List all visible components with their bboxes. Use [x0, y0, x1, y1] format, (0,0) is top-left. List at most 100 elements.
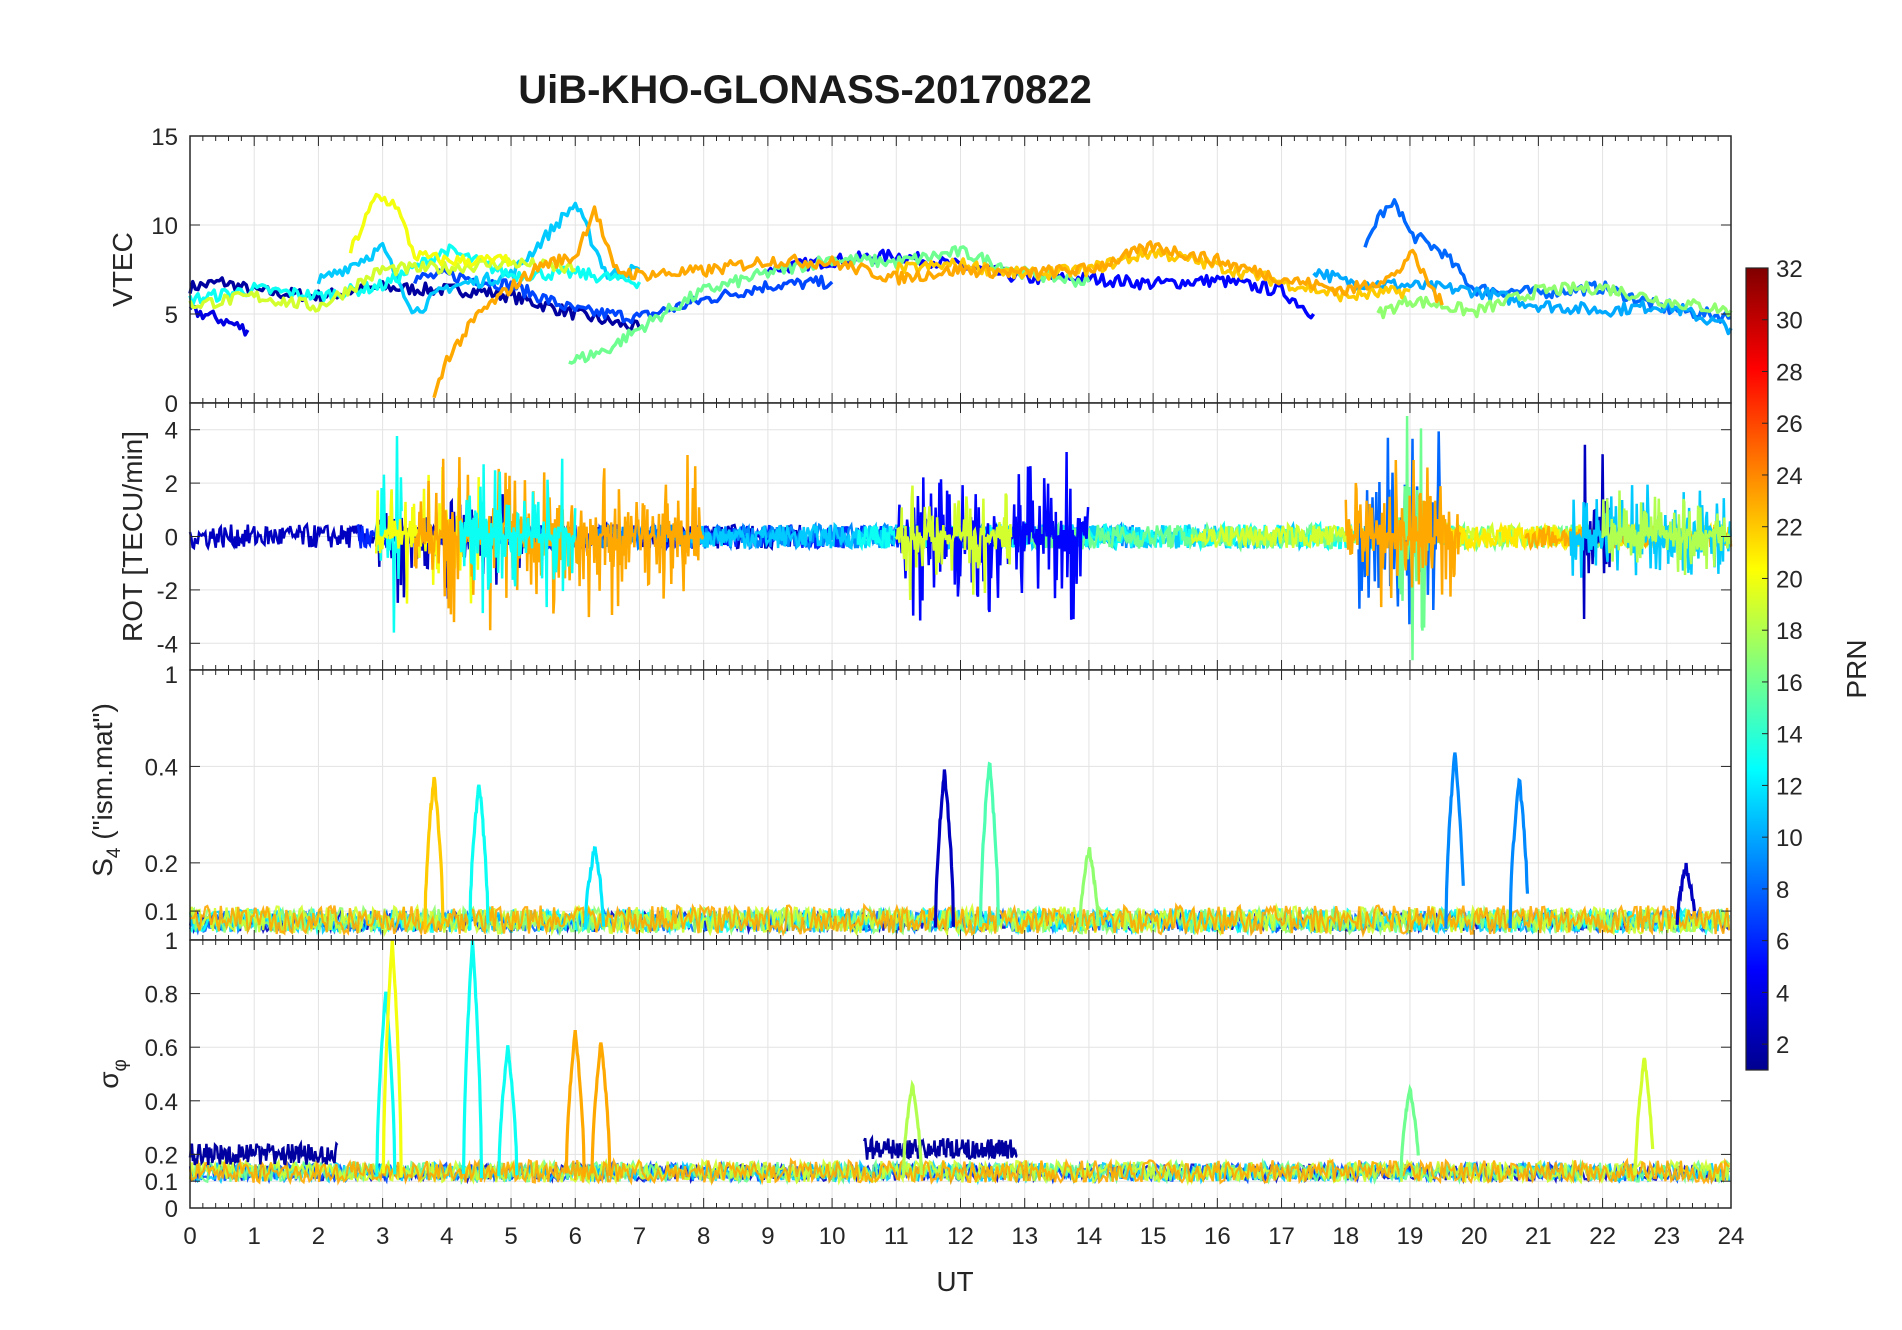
y-tick-label: 0.4 — [145, 1089, 178, 1116]
peak-prn-3 — [1675, 862, 1696, 925]
y-tick-label: 0 — [165, 1196, 178, 1223]
vtec-line-prn-19 — [188, 257, 577, 313]
peak-prn-9 — [1508, 777, 1530, 929]
peak-prn-19 — [1633, 1057, 1655, 1176]
sigma-band-prn-2 — [188, 1139, 339, 1167]
x-tick-label: 9 — [761, 1223, 774, 1250]
sigma-band-prn-2b — [863, 1134, 1018, 1161]
base-line-prn-23 — [188, 1157, 1730, 1186]
y-tick-label-top: 1 — [165, 662, 178, 689]
x-tick-label: 6 — [569, 1223, 582, 1250]
peak-prn-16 — [1399, 1083, 1420, 1178]
y-axis-label: VTEC — [107, 232, 138, 307]
colorbar-frame — [1745, 267, 1769, 1071]
vtec-line-prn-23 — [432, 205, 1444, 399]
colorbar-label: PRN — [1841, 639, 1872, 698]
vtec-line-prn-20 — [348, 192, 513, 268]
x-tick-label: 20 — [1461, 1223, 1488, 1250]
peak-prn-18 — [901, 1079, 923, 1178]
x-tick-label: 8 — [697, 1223, 710, 1250]
y-tick-label: 1 — [165, 928, 178, 955]
x-tick-label: 23 — [1653, 1223, 1680, 1250]
x-tick-label: 11 — [884, 1223, 909, 1250]
chart-title: UiB-KHO-GLONASS-20170822 — [518, 68, 1092, 112]
rot-burst-prn-23 — [1344, 459, 1462, 608]
peak-prn-9 — [1444, 752, 1465, 929]
y-tick-label: 0.1 — [145, 1169, 178, 1196]
x-tick-label: 17 — [1268, 1223, 1295, 1250]
peak-prn-13 — [497, 1045, 519, 1177]
x-tick-label: 22 — [1589, 1223, 1616, 1250]
colorbar-tick-label: 30 — [1776, 308, 1803, 335]
y-tick-label: -2 — [157, 578, 178, 605]
panel-3: 0.1 0.2 0.4 1 S4 ("ism.mat") — [87, 662, 1732, 941]
y-tick-label: 0 — [165, 391, 178, 418]
x-tick-label: 10 — [819, 1223, 846, 1250]
y-axis-label: σφ — [93, 1059, 131, 1089]
colorbar-gradient — [1746, 268, 1768, 1070]
x-tick-label: 7 — [633, 1223, 646, 1250]
rot-burst-prn-13 — [458, 458, 577, 614]
colorbar-tick-label: 24 — [1776, 463, 1803, 490]
y-tick-label: 10 — [151, 213, 178, 240]
y-tick-label: 0.8 — [145, 982, 178, 1009]
data-lines — [188, 939, 1731, 1187]
x-tick-label: 4 — [440, 1223, 453, 1250]
base-line-prn-23 — [189, 902, 1731, 938]
y-tick-label: 4 — [165, 418, 178, 445]
base-line-prn-11 — [189, 1159, 1731, 1186]
peak-prn-15 — [978, 761, 1000, 927]
colorbar-tick-label: 12 — [1776, 773, 1803, 800]
data-lines — [188, 752, 1731, 938]
peak-prn-12 — [583, 846, 606, 930]
colorbar-tick-label: 14 — [1776, 722, 1803, 749]
rot-burst-prn-19 — [895, 485, 1013, 601]
panel-2: -4 -2 0 2 4 ROT [TECU/min] — [117, 402, 1733, 671]
colorbar-tick-label: 32 — [1776, 256, 1803, 283]
x-axis-label: UT — [936, 1266, 973, 1297]
y-tick-label: 0.2 — [145, 851, 178, 878]
x-tick-label: 0 — [183, 1223, 196, 1250]
y-tick-label: 15 — [151, 124, 178, 151]
vtec-line-prn-11 — [316, 201, 641, 315]
y-tick-label: -4 — [157, 631, 178, 658]
x-tick-label: 19 — [1397, 1223, 1424, 1250]
colorbar-tick-label: 8 — [1776, 877, 1789, 904]
peak-prn-22 — [423, 776, 445, 930]
vtec-line-prn-10 — [1312, 268, 1733, 336]
data-lines — [188, 192, 1733, 399]
rot-burst-prn-5 — [895, 451, 1090, 621]
x-tick-label: 3 — [376, 1223, 389, 1250]
x-tick-label: 24 — [1718, 1223, 1745, 1250]
colorbar-tick-label: 20 — [1776, 566, 1803, 593]
rot-burst-prn-18 — [1601, 490, 1732, 576]
y-axis-label: S4 ("ism.mat") — [87, 703, 125, 877]
y-tick-label: 0.4 — [145, 754, 178, 781]
peak-prn-13 — [375, 991, 397, 1177]
x-tick-label: 21 — [1525, 1223, 1552, 1250]
y-tick-label: 5 — [165, 302, 178, 329]
peak-prn-23 — [590, 1042, 612, 1176]
colorbar-tick-label: 26 — [1776, 411, 1803, 438]
panel-1: 0 5 10 15 VTEC — [107, 124, 1733, 418]
peak-prn-3 — [933, 769, 955, 928]
vtec-line-prn-17 — [1376, 280, 1733, 320]
colorbar-tick-label: 2 — [1776, 1032, 1789, 1059]
x-tick-label: 16 — [1204, 1223, 1231, 1250]
colorbar-tick-label: 16 — [1776, 670, 1803, 697]
peak-prn-13 — [468, 784, 490, 930]
x-tick-label: 12 — [947, 1223, 974, 1250]
colorbar-tick-label: 10 — [1776, 825, 1803, 852]
x-tick-label: 18 — [1332, 1223, 1359, 1250]
x-tick-label: 15 — [1140, 1223, 1167, 1250]
colorbar-tick-label: 22 — [1776, 515, 1803, 542]
colorbar-tick-label: 4 — [1776, 980, 1789, 1007]
peak-prn-17 — [1078, 846, 1100, 927]
vtec-line-prn-8 — [1363, 198, 1732, 324]
x-tick-label: 5 — [504, 1223, 517, 1250]
y-tick-label: 0.6 — [145, 1035, 178, 1062]
colorbar-tick-label: 28 — [1776, 359, 1803, 386]
